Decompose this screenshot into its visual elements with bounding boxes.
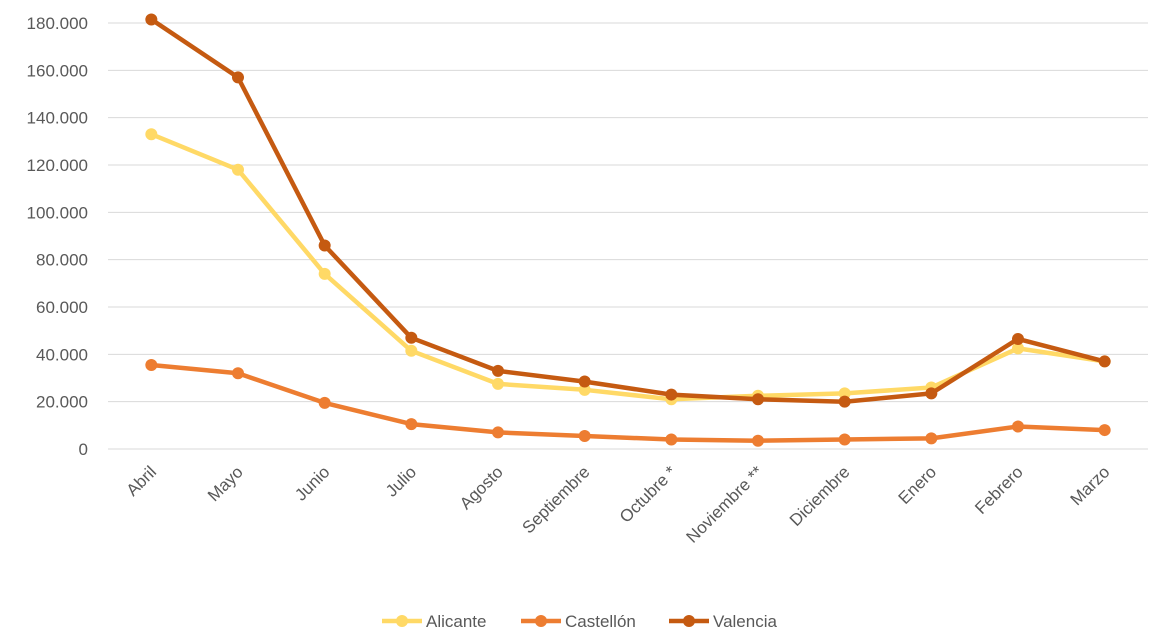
- x-tick-label: Junio: [291, 462, 333, 504]
- legend-label: Castellón: [565, 612, 636, 631]
- x-axis-tick-labels: Abril Mayo Junio Julio Agosto Septiembre Octub…: [123, 462, 1114, 547]
- y-tick-label: 80.000: [36, 251, 88, 270]
- data-point: [752, 393, 764, 406]
- x-tick-label: Agosto: [456, 462, 507, 513]
- data-point: [232, 367, 244, 380]
- data-point: [145, 13, 158, 26]
- data-point: [1012, 332, 1024, 345]
- y-tick-label: 100.000: [27, 203, 88, 222]
- data-point: [318, 396, 331, 409]
- x-tick-label: Julio: [382, 462, 420, 500]
- data-point: [232, 163, 244, 176]
- x-tick-label: Abril: [123, 462, 160, 499]
- series-line: [149, 362, 1107, 443]
- data-point: [578, 375, 591, 388]
- data-point: [405, 344, 418, 357]
- x-tick-label: Octubre *: [616, 462, 680, 526]
- data-point: [838, 395, 851, 408]
- series-lines: [145, 13, 1111, 447]
- x-tick-label: Enero: [895, 462, 941, 508]
- series-2: [145, 13, 1111, 408]
- y-tick-label: 0: [79, 440, 88, 459]
- x-tick-label: Diciembre: [786, 462, 854, 530]
- data-point: [318, 239, 331, 252]
- data-point: [1098, 355, 1111, 368]
- y-tick-label: 60.000: [36, 298, 88, 317]
- x-tick-label: Mayo: [204, 462, 247, 505]
- x-tick-label: Febrero: [971, 462, 1027, 518]
- data-point: [405, 331, 418, 344]
- data-point: [1098, 424, 1111, 437]
- data-point: [405, 418, 418, 431]
- y-tick-label: 160.000: [27, 61, 88, 80]
- y-tick-label: 180.000: [27, 14, 88, 33]
- y-tick-label: 40.000: [36, 345, 88, 364]
- y-axis-tick-labels: 0 20.000 40.000 60.000 80.000 100.000 120.000 1…: [27, 14, 88, 459]
- data-point: [318, 267, 331, 280]
- series-0: [145, 128, 1111, 406]
- data-point: [578, 383, 591, 396]
- data-point: [838, 387, 851, 400]
- x-tick-label: Noviembre **: [683, 462, 768, 547]
- legend-item: Alicante: [382, 612, 486, 631]
- data-point: [578, 429, 591, 442]
- x-tick-label: Marzo: [1067, 462, 1114, 509]
- data-point: [925, 432, 938, 445]
- data-point: [492, 426, 504, 439]
- data-point: [145, 128, 158, 141]
- legend-marker: [683, 615, 695, 627]
- gridlines: [108, 22, 1148, 450]
- data-point: [665, 433, 678, 446]
- legend-label: Alicante: [426, 612, 486, 631]
- legend-marker: [535, 615, 547, 627]
- series-line: [149, 17, 1107, 404]
- y-tick-label: 120.000: [27, 156, 88, 175]
- data-point: [145, 358, 158, 371]
- series-1: [145, 358, 1111, 447]
- data-point: [232, 71, 244, 84]
- data-point: [665, 388, 678, 401]
- legend-item: Castellón: [521, 612, 636, 631]
- data-point: [1012, 342, 1024, 355]
- data-point: [492, 364, 504, 377]
- y-tick-label: 20.000: [36, 393, 88, 412]
- data-point: [492, 377, 504, 390]
- data-point: [838, 433, 851, 446]
- legend-marker: [396, 615, 408, 627]
- series-line: [149, 131, 1107, 402]
- x-tick-label: Septiembre: [519, 462, 594, 537]
- data-point: [925, 387, 938, 400]
- legend-item: Valencia: [669, 612, 777, 631]
- data-point: [752, 434, 764, 447]
- legend: Alicante Castellón Valencia: [382, 612, 777, 631]
- y-tick-label: 140.000: [27, 109, 88, 128]
- legend-label: Valencia: [713, 612, 777, 631]
- data-point: [1012, 420, 1024, 433]
